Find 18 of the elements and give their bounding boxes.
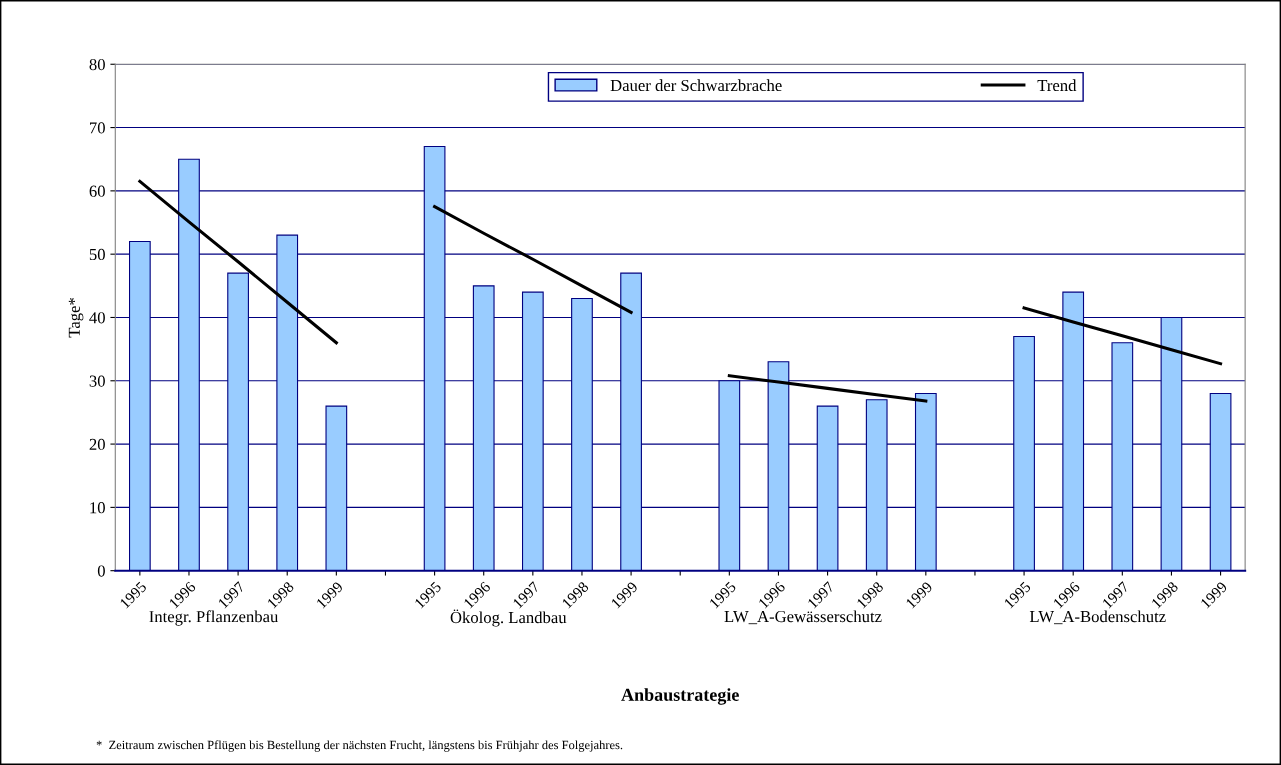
- y-tick-label: 80: [89, 58, 105, 71]
- text: LW_A-Gewässerschutz: [724, 610, 882, 625]
- y-tick-label: 60: [89, 185, 105, 197]
- y-tick-label: 30: [89, 375, 105, 387]
- legend-label: Trend: [1037, 79, 1077, 92]
- text: * Zeitraum zwischen Pflügen bis Bestellung der nächsten Frucht, längstens bis Frühjahr des Folgejahres.: [96, 740, 623, 752]
- text: Integr. Pflanzenbau: [149, 610, 279, 626]
- y-axis-title: Tage*: [68, 298, 84, 338]
- y-tick-label: 10: [90, 502, 105, 514]
- x-axis-title: Anbaustrategie: [621, 688, 739, 705]
- y-tick-label: 70: [90, 122, 105, 134]
- y-tick-label: 40: [89, 312, 105, 324]
- y-tick-label: 20: [89, 438, 105, 451]
- text: LW_A-Bodenschutz: [1029, 610, 1166, 625]
- y-tick-label: 0: [97, 565, 105, 577]
- y-tick-label: 50: [89, 248, 105, 261]
- text: Ökolog. Landbau: [450, 609, 567, 627]
- legend-label: Dauer der Schwarzbrache: [610, 79, 782, 92]
